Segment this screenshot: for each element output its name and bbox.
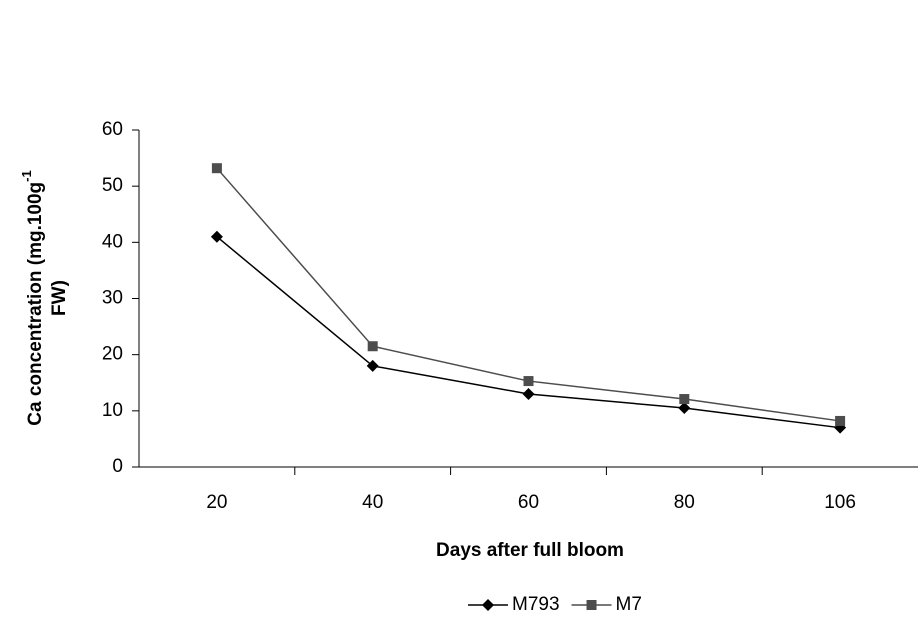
- y-axis-title-sup: -1: [19, 170, 34, 182]
- y-axis-title-line: Ca concentration (mg.100g-1: [19, 170, 46, 425]
- marker: [366, 359, 379, 372]
- y-axis-title: Ca concentration (mg.100g-1 FW): [19, 170, 70, 425]
- marker: [211, 163, 222, 174]
- y-tick-label: 0: [112, 456, 123, 477]
- marker: [522, 387, 535, 400]
- y-tick-label: 40: [102, 231, 123, 252]
- marker: [678, 402, 691, 415]
- y-tick-label: 10: [102, 400, 123, 421]
- legend-label: M7: [616, 594, 642, 615]
- y-axis-title-part: FW): [49, 280, 70, 316]
- marker: [482, 599, 494, 611]
- y-tick-label: 20: [102, 344, 123, 365]
- marker: [835, 415, 846, 426]
- y-axis-title-part: Ca concentration (mg.100g: [25, 182, 46, 426]
- marker: [586, 600, 597, 610]
- marker: [367, 341, 378, 352]
- y-tick-label: 50: [102, 175, 123, 196]
- x-tick-label: 80: [674, 492, 695, 513]
- x-tick-label: 106: [824, 492, 856, 513]
- marker: [523, 376, 534, 387]
- x-axis-title: Days after full bloom: [436, 540, 624, 561]
- y-tick-label: 60: [102, 119, 123, 140]
- marker: [210, 230, 223, 243]
- x-tick-label: 40: [362, 492, 383, 513]
- y-tick-label: 30: [102, 288, 123, 309]
- x-tick-label: 60: [518, 492, 539, 513]
- x-tick-label: 20: [206, 492, 227, 513]
- legend-label: M793: [512, 594, 560, 615]
- marker: [679, 394, 690, 405]
